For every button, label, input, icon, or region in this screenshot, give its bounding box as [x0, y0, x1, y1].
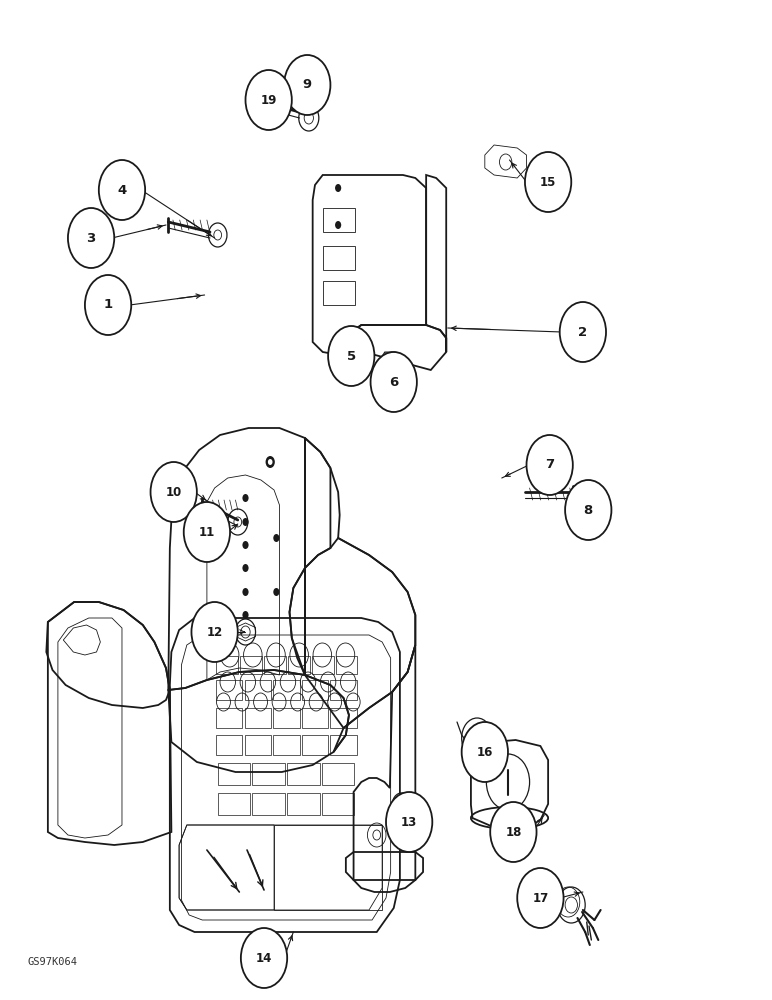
Circle shape — [273, 534, 279, 542]
Circle shape — [560, 302, 606, 362]
Circle shape — [268, 459, 273, 465]
Text: 4: 4 — [117, 184, 127, 196]
Circle shape — [328, 326, 374, 386]
Text: 14: 14 — [256, 952, 273, 964]
Text: GS97K064: GS97K064 — [27, 957, 77, 967]
Text: 5: 5 — [347, 350, 356, 362]
Text: 9: 9 — [303, 79, 312, 92]
Circle shape — [241, 928, 287, 988]
Text: 8: 8 — [584, 504, 593, 516]
Circle shape — [242, 494, 249, 502]
Text: 10: 10 — [165, 486, 182, 498]
Circle shape — [266, 456, 275, 468]
Circle shape — [99, 160, 145, 220]
Circle shape — [242, 564, 249, 572]
Text: 2: 2 — [578, 326, 587, 338]
Text: 11: 11 — [198, 526, 215, 538]
Text: 18: 18 — [505, 826, 522, 838]
Text: 12: 12 — [206, 626, 223, 639]
Circle shape — [151, 462, 197, 522]
Text: 3: 3 — [86, 232, 96, 244]
Circle shape — [245, 70, 292, 130]
Circle shape — [517, 868, 564, 928]
Circle shape — [527, 435, 573, 495]
Circle shape — [335, 221, 341, 229]
Circle shape — [273, 588, 279, 596]
Circle shape — [85, 275, 131, 335]
Text: 17: 17 — [532, 892, 549, 904]
Text: 19: 19 — [260, 94, 277, 106]
Circle shape — [490, 802, 537, 862]
Text: 16: 16 — [476, 746, 493, 758]
Circle shape — [242, 588, 249, 596]
Circle shape — [68, 208, 114, 268]
Circle shape — [565, 480, 611, 540]
Text: 7: 7 — [545, 458, 554, 472]
Circle shape — [462, 722, 508, 782]
Circle shape — [335, 184, 341, 192]
Text: 6: 6 — [389, 375, 398, 388]
Circle shape — [386, 792, 432, 852]
Circle shape — [191, 602, 238, 662]
Circle shape — [242, 518, 249, 526]
Circle shape — [525, 152, 571, 212]
Circle shape — [184, 502, 230, 562]
Text: 15: 15 — [540, 176, 557, 188]
Text: 13: 13 — [401, 816, 418, 828]
Circle shape — [242, 611, 249, 619]
Text: 1: 1 — [103, 298, 113, 312]
Circle shape — [371, 352, 417, 412]
Circle shape — [242, 541, 249, 549]
Circle shape — [284, 55, 330, 115]
